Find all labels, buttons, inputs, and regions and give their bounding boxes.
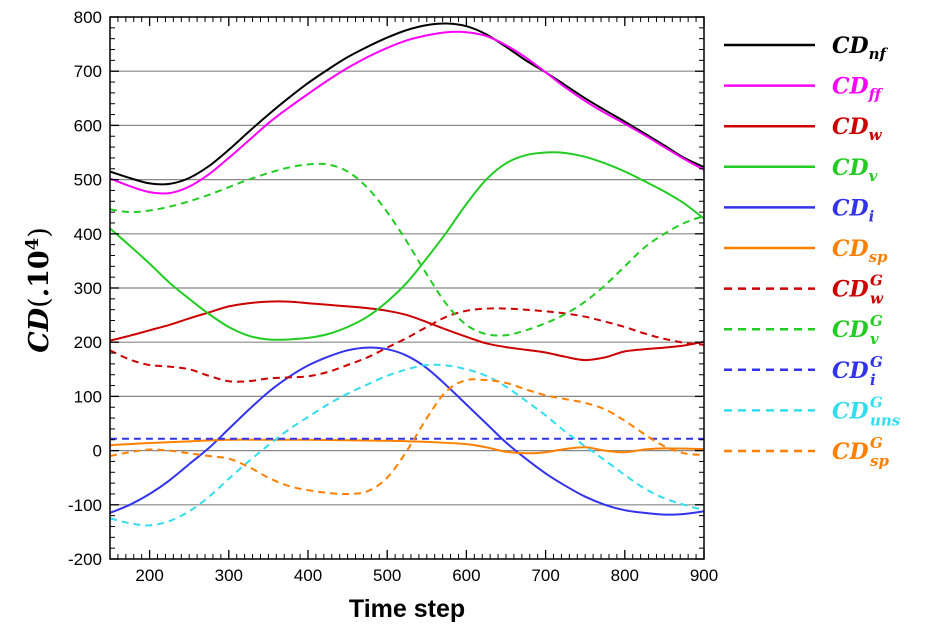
legend-label-sub: v [870, 330, 879, 348]
x-tick-label: 700 [531, 566, 559, 585]
legend-label-base: CD [832, 74, 869, 100]
legend-label-sub: i [869, 207, 875, 225]
y-label-main: CD [24, 307, 55, 352]
legend-label-base: CD [832, 398, 869, 424]
series-line-cd-w-g [109, 307, 705, 383]
legend-label-base: CD [832, 195, 869, 221]
x-tick-label: 900 [690, 566, 718, 585]
legend-label-sub: v [869, 167, 878, 185]
x-tick-label: 500 [373, 566, 401, 585]
x-tick-label: 300 [215, 566, 243, 585]
legend-label-sup: G [870, 393, 883, 411]
axis-ticks: -200 -100 0 100 200 300 400 500 600 700 800 200 300 4… [68, 8, 718, 585]
legend-label: CDff [832, 74, 884, 104]
x-tick-label: 400 [294, 566, 322, 585]
legend-label: CDv [832, 155, 878, 185]
legend-label: CDsp [832, 236, 888, 266]
legend-label-base: CD [832, 277, 869, 303]
series-line-cd-v-g [109, 162, 705, 337]
y-tick-label: 200 [74, 333, 102, 352]
y-tick-label: 800 [74, 8, 102, 27]
gridlines [110, 70, 704, 506]
legend-label-base: CD [832, 155, 869, 181]
legend-label: CDG i [832, 353, 883, 389]
legend-label: CDnf [832, 33, 888, 63]
legend-label-base: CD [832, 358, 869, 384]
legend-label: CDG sp [832, 434, 889, 470]
y-label-base: 10 [24, 250, 55, 288]
y-tick-label: 300 [74, 279, 102, 298]
x-tick-label: 600 [452, 566, 480, 585]
legend-label-sub: w [870, 290, 884, 308]
legend-label-sub: ff [868, 86, 884, 104]
series-line-cd-v [109, 151, 705, 341]
legend-label: CDw [832, 114, 883, 144]
legend-label-sub: w [869, 126, 883, 144]
legend-label: CDG v [832, 312, 883, 348]
legend-label-sub: uns [870, 411, 901, 429]
legend-label-sup: G [870, 312, 883, 330]
series-lines [109, 22, 705, 527]
legend-label: CDG w [832, 272, 884, 308]
y-label-paren: ( [24, 297, 55, 308]
series-line-cd-sp-g [109, 378, 705, 496]
legend-label-sub: i [870, 371, 876, 389]
y-tick-label: 400 [74, 225, 102, 244]
series-line-cd-w [109, 300, 705, 362]
y-tick-label: -200 [68, 550, 102, 569]
series-line-cd-i [109, 346, 705, 516]
legend-label-sub: sp [870, 452, 889, 470]
legend-label-base: CD [832, 236, 869, 262]
x-tick-label: 200 [135, 566, 163, 585]
legend-label-base: CD [832, 33, 869, 59]
y-tick-label: 100 [74, 387, 102, 406]
series-line-cd-sp [109, 438, 705, 455]
y-tick-label: 500 [74, 171, 102, 190]
y-tick-label: -100 [68, 496, 102, 515]
y-label-paren: ) [24, 227, 55, 238]
legend-label-base: CD [832, 317, 869, 343]
y-label-exp: 4 [22, 238, 43, 251]
legend-label-sup: G [870, 434, 883, 452]
legend-label-sub: nf [869, 45, 889, 63]
y-tick-label: 600 [74, 116, 102, 135]
series-line-cd-uns-g [109, 363, 705, 527]
y-tick-label: 700 [74, 62, 102, 81]
y-label-dot: . [24, 288, 55, 297]
legend-label: CDi [832, 195, 875, 225]
legend-label-base: CD [832, 114, 869, 140]
series-line-cd-ff [109, 30, 705, 195]
legend-label-sub: sp [869, 248, 888, 266]
y-tick-label: 0 [93, 442, 102, 461]
x-tick-label: 800 [611, 566, 639, 585]
legend-label-base: CD [832, 439, 869, 465]
x-axis-label: Time step [349, 595, 465, 623]
y-axis-label: CD(.104) [22, 227, 55, 353]
legend-label-sup: G [870, 272, 883, 290]
legend-label-sup: G [870, 353, 883, 371]
series-line-cd-nf [109, 22, 705, 186]
legend-label: CDG uns [832, 393, 901, 429]
